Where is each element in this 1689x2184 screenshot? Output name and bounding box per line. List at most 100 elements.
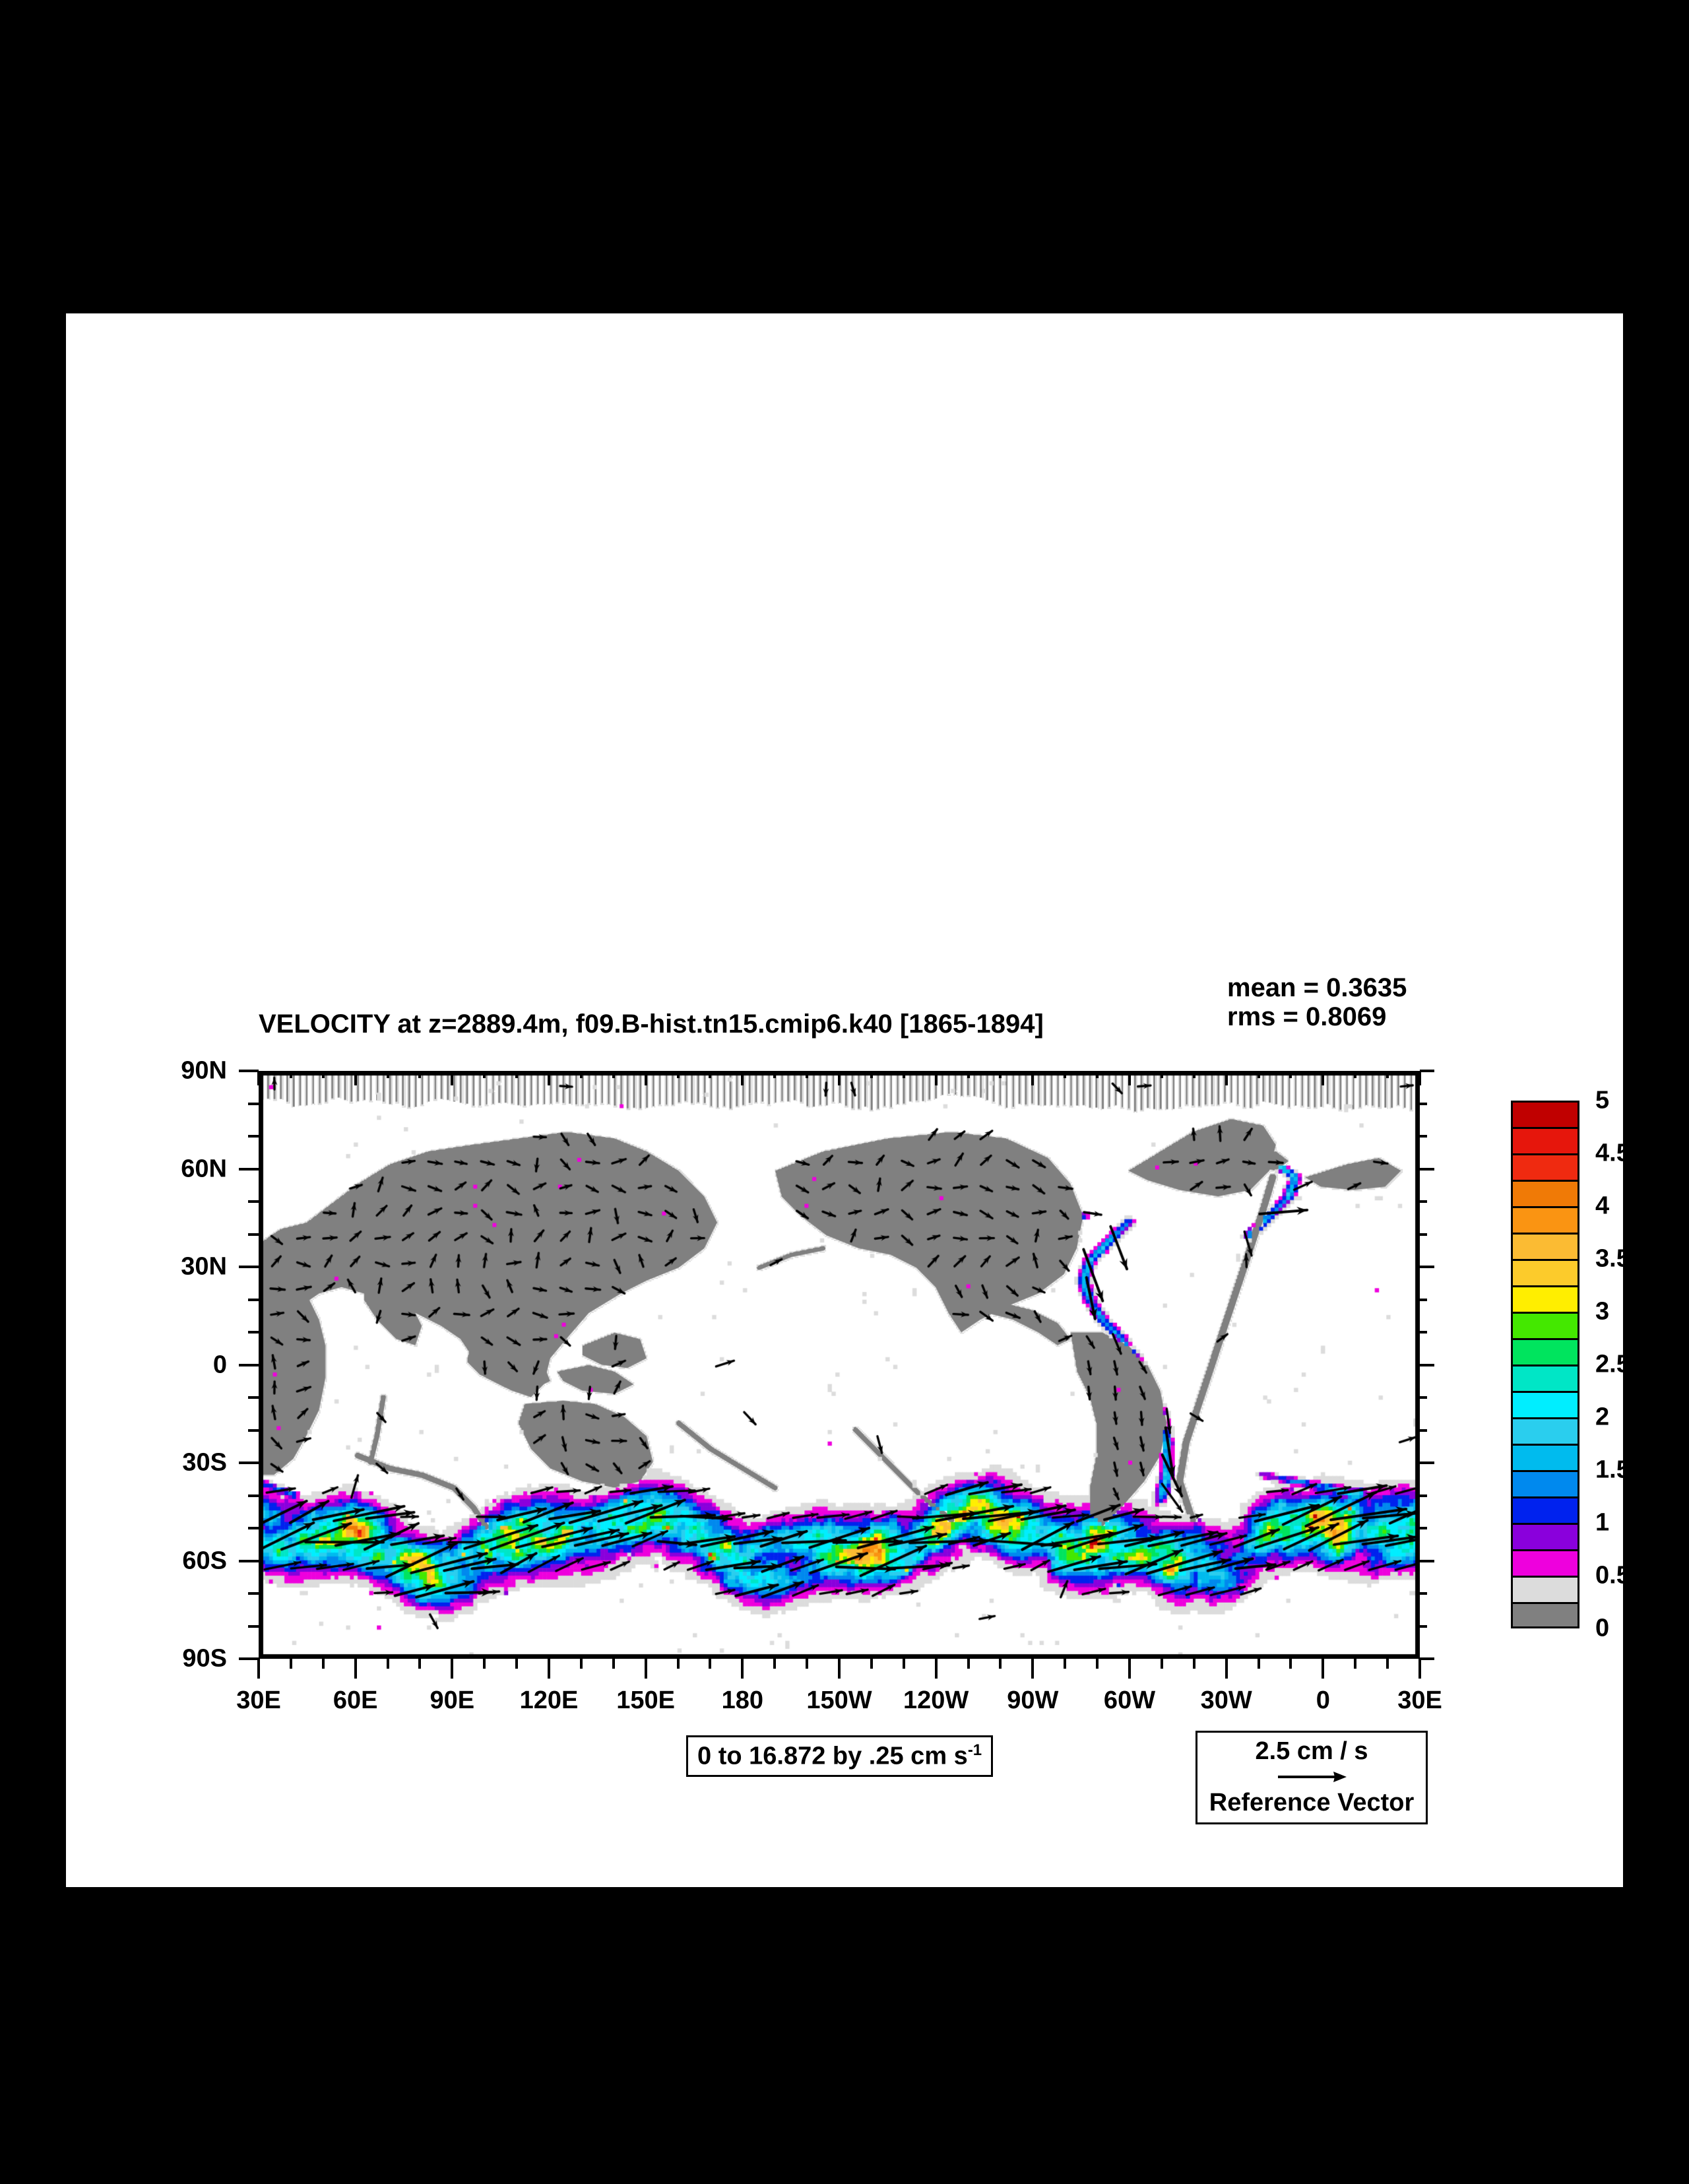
colorbar-tick-label-4: 3	[1595, 1297, 1610, 1326]
axis-tick	[248, 1429, 259, 1432]
axis-tick	[1420, 1429, 1427, 1432]
axis-tick	[1420, 1266, 1434, 1268]
rms-label: rms = 0.8069	[1227, 1002, 1387, 1031]
axis-tick	[934, 1659, 938, 1679]
colorbar-band-17	[1511, 1549, 1579, 1576]
x-axis-tick-label-5: 180	[721, 1686, 764, 1714]
axis-tick	[289, 1659, 292, 1669]
axis-tick	[676, 1659, 680, 1669]
axis-tick	[644, 1659, 647, 1679]
axis-tick	[902, 1071, 905, 1078]
axis-tick	[1064, 1071, 1067, 1078]
colorbar-band-10	[1511, 1365, 1579, 1391]
axis-tick	[248, 1233, 259, 1236]
axis-tick	[579, 1659, 583, 1669]
colorbar-tick-label-10: 0	[1595, 1614, 1610, 1642]
axis-tick	[1418, 1071, 1421, 1085]
x-axis-tick-label-11: 0	[1316, 1686, 1330, 1714]
axis-tick	[1420, 1102, 1427, 1105]
colorbar-tick-label-1: 4.5	[1595, 1139, 1630, 1167]
x-axis-tick-label-6: 150W	[806, 1686, 872, 1714]
y-axis-tick-label-3: 0	[212, 1351, 227, 1378]
colorbar-band-9	[1511, 1338, 1579, 1365]
reference-vector-caption: Reference Vector	[1209, 1789, 1415, 1816]
contour-range-box: 0 to 16.872 by .25 cm s-1	[686, 1735, 994, 1777]
page-title: VELOCITY at z=2889.4m, f09.B-hist.tn15.c…	[259, 1010, 1044, 1039]
axis-tick	[773, 1071, 777, 1078]
axis-tick	[1289, 1071, 1292, 1078]
colorbar-tick-label-0: 5	[1595, 1086, 1610, 1114]
axis-tick	[773, 1659, 777, 1669]
reference-vector-magnitude: 2.5 cm / s	[1255, 1737, 1368, 1765]
axis-tick	[1420, 1070, 1434, 1072]
colorbar-band-19	[1511, 1602, 1579, 1628]
y-axis-tick-label-6: 90S	[182, 1644, 227, 1673]
axis-tick	[967, 1071, 970, 1078]
axis-tick	[644, 1071, 647, 1085]
axis-tick	[239, 1167, 259, 1171]
figure-page: VELOCITY at z=2889.4m, f09.B-hist.tn15.c…	[66, 313, 1630, 1887]
colorbar	[1511, 1101, 1579, 1628]
x-axis-tick-label-3: 120E	[519, 1686, 579, 1714]
axis-tick	[1322, 1659, 1325, 1679]
colorbar-band-8	[1511, 1312, 1579, 1338]
colorbar-band-4	[1511, 1206, 1579, 1233]
colorbar-band-6	[1511, 1259, 1579, 1285]
axis-tick	[999, 1071, 1002, 1078]
axis-tick	[548, 1659, 550, 1679]
axis-tick	[1420, 1461, 1434, 1464]
axis-tick	[239, 1363, 259, 1366]
axis-tick	[257, 1659, 260, 1679]
axis-tick	[1420, 1135, 1427, 1138]
colorbar-band-15	[1511, 1496, 1579, 1523]
axis-tick	[1386, 1659, 1389, 1669]
axis-tick	[999, 1659, 1002, 1669]
y-axis-tick-label-5: 60S	[182, 1547, 227, 1574]
colorbar-tick-label-5: 2.5	[1595, 1350, 1630, 1378]
colorbar-tick-label-9: 0.5	[1595, 1561, 1630, 1590]
colorbar-tick-label-7: 1.5	[1595, 1456, 1630, 1484]
axis-tick	[248, 1102, 259, 1105]
axis-tick	[386, 1071, 389, 1078]
axis-tick	[483, 1071, 486, 1078]
axis-tick	[709, 1659, 712, 1669]
axis-tick	[1031, 1071, 1035, 1085]
colorbar-band-3	[1511, 1180, 1579, 1206]
map-plot-area	[259, 1071, 1420, 1659]
axis-tick	[248, 1200, 259, 1203]
axis-tick	[806, 1659, 809, 1669]
colorbar-tick-label-8: 1	[1595, 1508, 1610, 1537]
axis-tick	[239, 1461, 259, 1464]
axis-tick	[515, 1071, 519, 1078]
colorbar-band-14	[1511, 1470, 1579, 1496]
colorbar-tick-label-3: 3.5	[1595, 1244, 1630, 1273]
axis-tick	[870, 1071, 873, 1078]
axis-tick	[1322, 1071, 1325, 1085]
axis-tick	[709, 1071, 712, 1078]
colorbar-tick-label-2: 4	[1595, 1192, 1610, 1220]
axis-tick	[1354, 1071, 1357, 1078]
axis-tick	[1420, 1494, 1427, 1497]
axis-tick	[248, 1396, 259, 1399]
axis-tick	[1420, 1527, 1427, 1529]
axis-tick	[1257, 1071, 1260, 1078]
colorbar-band-16	[1511, 1523, 1579, 1549]
statistics-block: mean = 0.3635 rms = 0.8069	[1227, 973, 1491, 1031]
colorbar-band-13	[1511, 1444, 1579, 1470]
axis-tick	[239, 1070, 259, 1072]
axis-tick	[1420, 1363, 1434, 1366]
axis-tick	[483, 1659, 486, 1669]
axis-tick	[515, 1659, 519, 1669]
axis-tick	[1192, 1659, 1195, 1669]
axis-tick	[676, 1071, 680, 1078]
axis-tick	[1257, 1659, 1260, 1669]
colorbar-tick-label-6: 2	[1595, 1403, 1610, 1431]
x-axis-tick-label-9: 60W	[1103, 1686, 1156, 1714]
axis-tick	[1420, 1233, 1427, 1236]
axis-tick	[1420, 1200, 1427, 1203]
axis-tick	[451, 1071, 454, 1085]
axis-tick	[248, 1298, 259, 1301]
axis-tick	[1354, 1659, 1357, 1669]
axis-tick	[741, 1071, 744, 1085]
axis-tick	[418, 1071, 422, 1078]
